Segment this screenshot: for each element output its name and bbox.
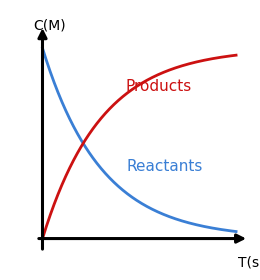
Text: C(M): C(M)	[33, 18, 66, 32]
Text: Reactants: Reactants	[127, 159, 203, 174]
Text: T(s): T(s)	[238, 256, 260, 270]
Text: Products: Products	[126, 79, 192, 94]
